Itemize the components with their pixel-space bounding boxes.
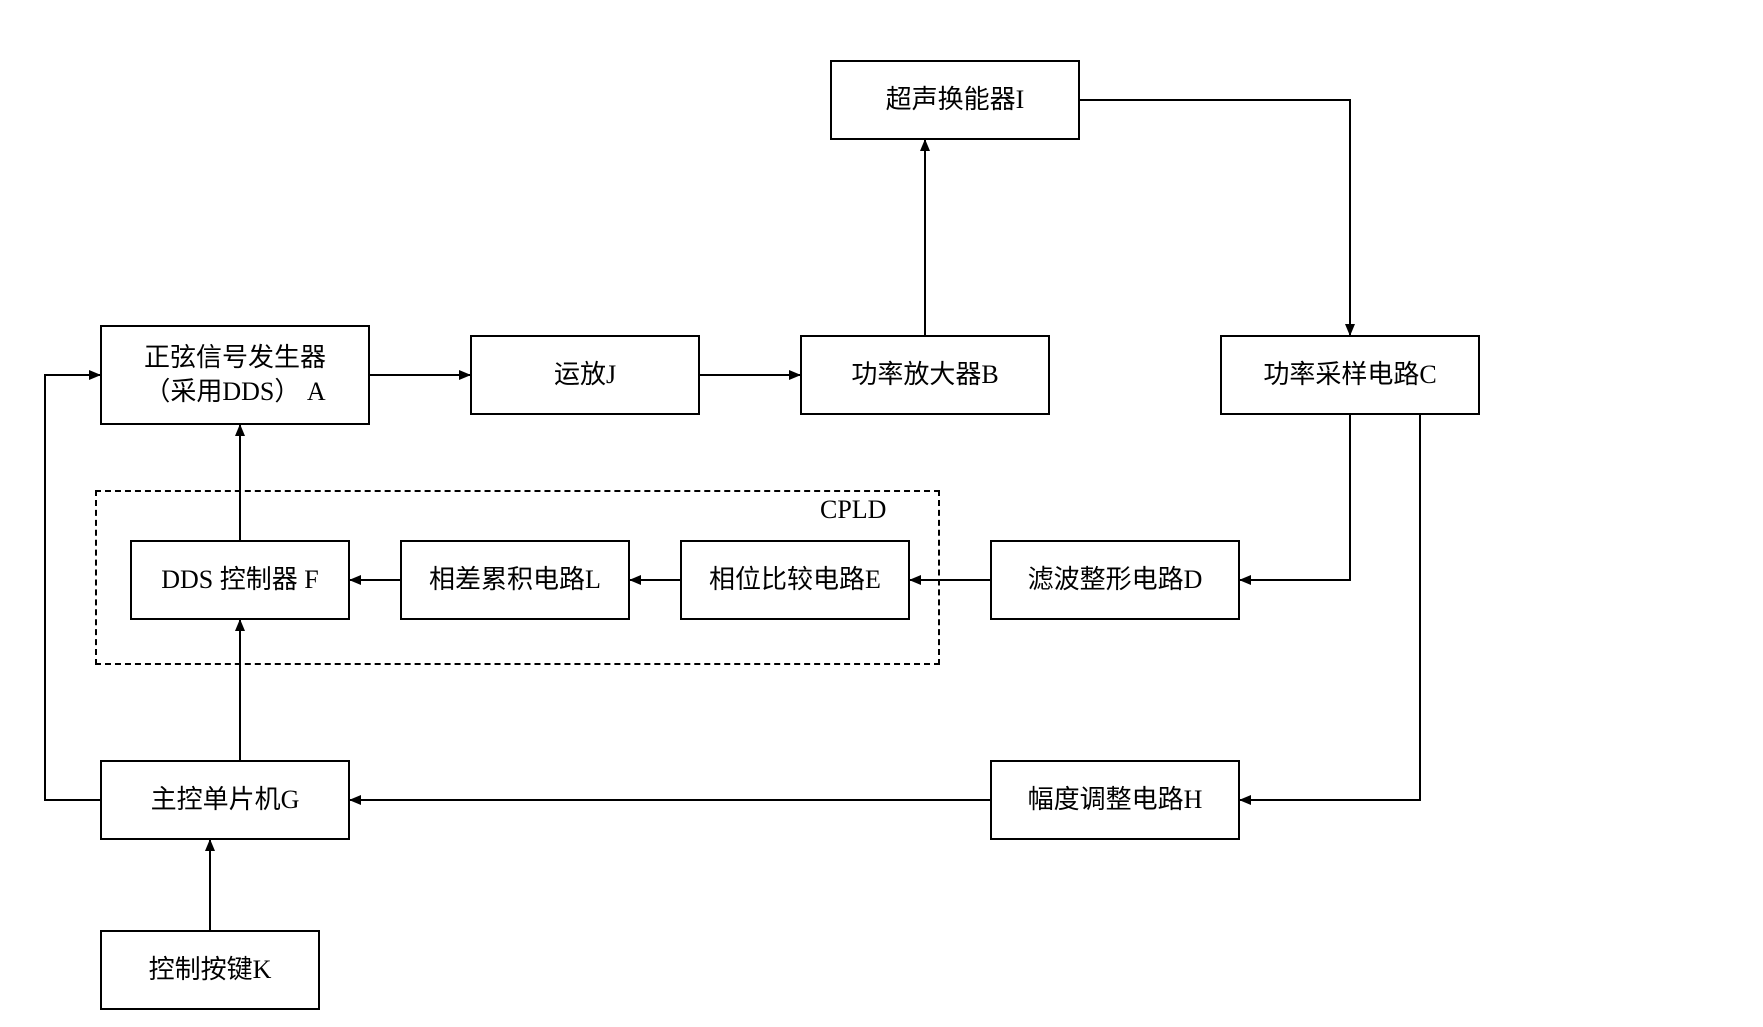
node-E: 相位比较电路E bbox=[680, 540, 910, 620]
node-F: DDS 控制器 F bbox=[130, 540, 350, 620]
node-G-label: 主控单片机G bbox=[151, 783, 300, 817]
node-E-label: 相位比较电路E bbox=[709, 563, 881, 597]
node-B-label: 功率放大器B bbox=[851, 358, 998, 392]
node-A-label: 正弦信号发生器（采用DDS） A bbox=[144, 341, 326, 409]
diagram-canvas: CPLD 正弦信号发生器（采用DDS） A 运放J 功率放大器B 超声换能器I … bbox=[0, 0, 1763, 1027]
node-F-label: DDS 控制器 F bbox=[161, 563, 318, 597]
node-I: 超声换能器I bbox=[830, 60, 1080, 140]
node-D-label: 滤波整形电路D bbox=[1028, 563, 1203, 597]
node-J: 运放J bbox=[470, 335, 700, 415]
node-L: 相差累积电路L bbox=[400, 540, 630, 620]
cpld-label: CPLD bbox=[820, 495, 886, 525]
node-K-label: 控制按键K bbox=[149, 953, 272, 987]
node-K: 控制按键K bbox=[100, 930, 320, 1010]
node-J-label: 运放J bbox=[554, 358, 616, 392]
node-L-label: 相差累积电路L bbox=[429, 563, 601, 597]
node-I-label: 超声换能器I bbox=[886, 83, 1025, 117]
node-C-label: 功率采样电路C bbox=[1263, 358, 1436, 392]
node-D: 滤波整形电路D bbox=[990, 540, 1240, 620]
node-H-label: 幅度调整电路H bbox=[1028, 783, 1203, 817]
node-B: 功率放大器B bbox=[800, 335, 1050, 415]
node-A: 正弦信号发生器（采用DDS） A bbox=[100, 325, 370, 425]
node-H: 幅度调整电路H bbox=[990, 760, 1240, 840]
node-C: 功率采样电路C bbox=[1220, 335, 1480, 415]
node-G: 主控单片机G bbox=[100, 760, 350, 840]
